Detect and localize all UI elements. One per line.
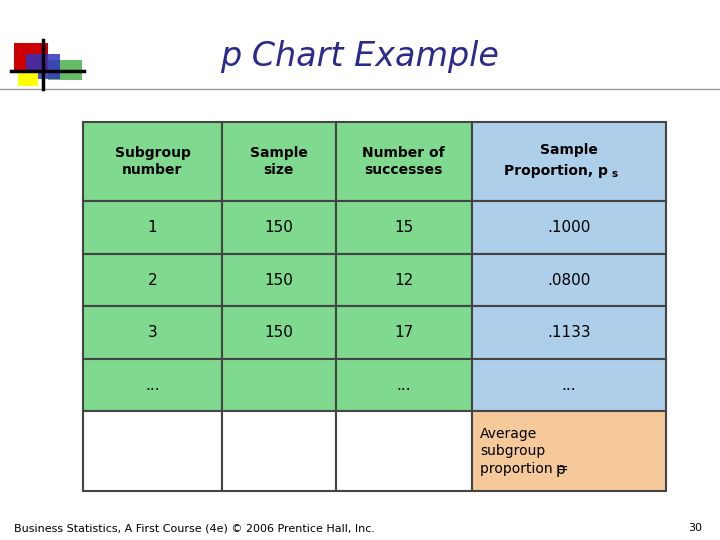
Text: 3: 3 <box>148 325 158 340</box>
Bar <box>48 60 82 80</box>
Text: 15: 15 <box>394 220 413 235</box>
Text: subgroup: subgroup <box>480 444 546 458</box>
Text: Average: Average <box>480 427 538 441</box>
Text: 1: 1 <box>148 220 157 235</box>
Text: 2: 2 <box>148 273 157 288</box>
Text: 150: 150 <box>264 325 293 340</box>
Text: .1133: .1133 <box>547 325 590 340</box>
Text: .1000: .1000 <box>547 220 590 235</box>
Text: Business Statistics, A First Course (4e) © 2006 Prentice Hall, Inc.: Business Statistics, A First Course (4e)… <box>14 523 375 533</box>
Text: Sample: Sample <box>540 143 598 157</box>
Text: Subgroup
number: Subgroup number <box>114 146 190 177</box>
Text: Number of
successes: Number of successes <box>362 146 445 177</box>
Bar <box>14 43 48 70</box>
Bar <box>27 54 60 79</box>
Text: 150: 150 <box>264 273 293 288</box>
Text: 150: 150 <box>264 220 293 235</box>
Text: 12: 12 <box>394 273 413 288</box>
Text: proportion =: proportion = <box>480 462 573 476</box>
Bar <box>19 73 38 86</box>
Text: Proportion, p: Proportion, p <box>504 164 608 178</box>
Text: p Chart Example: p Chart Example <box>220 40 500 73</box>
Text: Sample
size: Sample size <box>250 146 307 177</box>
Text: ...: ... <box>562 377 576 393</box>
Text: s: s <box>611 170 617 179</box>
Text: .0800: .0800 <box>547 273 590 288</box>
Text: 30: 30 <box>688 523 702 533</box>
Text: p: p <box>556 462 566 477</box>
Text: ...: ... <box>145 377 160 393</box>
Text: 17: 17 <box>394 325 413 340</box>
Text: ...: ... <box>396 377 411 393</box>
